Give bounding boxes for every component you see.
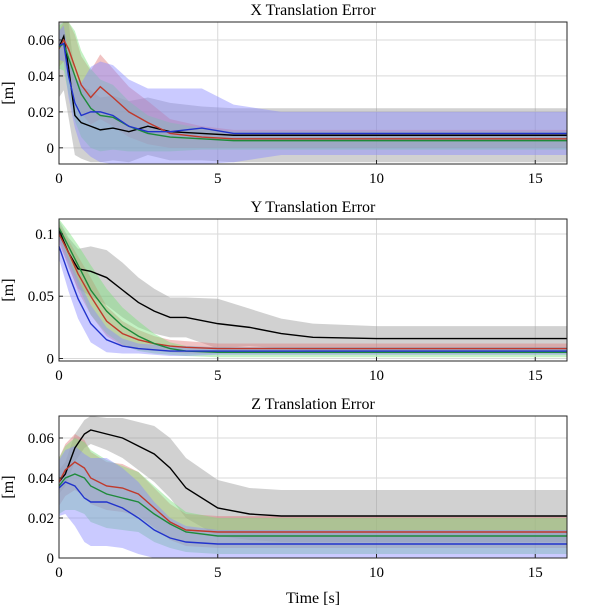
x-tick-labels: 0 5 10 15 — [55, 160, 543, 187]
y-tick-labels: 0 0.05 0.1 — [28, 227, 63, 368]
panel-title: X Translation Error — [250, 2, 376, 19]
x-tick-label: 5 — [214, 368, 222, 384]
x-tick-label: 0 — [55, 565, 63, 581]
x-tick-label: 10 — [369, 171, 384, 187]
series-lines — [58, 429, 567, 545]
x-tick-label: 10 — [369, 565, 384, 581]
x-tick-label: 15 — [528, 368, 543, 384]
x-tick-labels: 0 5 10 15 — [55, 357, 543, 384]
axes-box — [58, 218, 568, 362]
series-line — [58, 38, 567, 140]
series-error-band — [59, 438, 567, 554]
panel-background — [59, 416, 567, 558]
axes-box — [58, 415, 568, 559]
y-tick-label: 0 — [47, 352, 55, 368]
series-lines — [58, 33, 567, 142]
x-tick-label: 5 — [214, 565, 222, 581]
series-error-band — [59, 22, 567, 163]
y-tick-label: 0.04 — [28, 471, 55, 487]
series-line — [58, 227, 567, 353]
panel-x-translation-error: 0 0.02 0.04 0.06 0 5 10 15 X Translation Error… — [0, 2, 568, 187]
y-axis-label: [m] — [0, 475, 17, 498]
series-line — [58, 481, 567, 545]
x-tick-label: 10 — [369, 368, 384, 384]
series-error-band — [59, 434, 567, 548]
series-line — [58, 42, 567, 135]
y-tick-label: 0.04 — [28, 69, 55, 85]
x-tick-label: 0 — [55, 171, 63, 187]
x-tick-label: 0 — [55, 368, 63, 384]
panel-z-translation-error: 0 0.02 0.04 0.06 0 5 10 15 Z Translation Error… — [0, 396, 568, 607]
error-bands — [59, 219, 567, 358]
grid — [59, 219, 567, 361]
axes-box — [58, 21, 568, 165]
series-error-band — [59, 220, 567, 352]
y-tick-label: 0.05 — [28, 289, 54, 305]
panel-title: Z Translation Error — [251, 396, 375, 413]
y-tick-label: 0 — [47, 551, 55, 567]
series-line — [58, 229, 567, 340]
series-line — [58, 246, 567, 352]
panel-title: Y Translation Error — [251, 199, 376, 216]
y-axis-label: [m] — [0, 81, 17, 104]
series-line — [58, 461, 567, 533]
y-tick-label: 0.1 — [35, 227, 54, 243]
x-axis-label: Time [s] — [286, 590, 340, 607]
series-line — [58, 473, 567, 537]
y-tick-label: 0.02 — [28, 511, 54, 527]
series-line — [58, 233, 567, 350]
series-error-band — [59, 233, 567, 357]
y-tick-label: 0.02 — [28, 105, 54, 121]
series-line — [58, 429, 567, 517]
y-axis-label: [m] — [0, 278, 17, 301]
series-error-band — [59, 416, 567, 542]
series-lines — [58, 227, 567, 353]
x-tick-labels: 0 5 10 15 — [55, 554, 543, 581]
y-tick-label: 0 — [47, 141, 55, 157]
y-tick-labels: 0 0.02 0.04 0.06 — [28, 431, 63, 567]
x-tick-label: 15 — [528, 565, 543, 581]
y-tick-labels: 0 0.02 0.04 0.06 — [28, 33, 63, 157]
y-tick-label: 0.06 — [28, 431, 55, 447]
x-tick-label: 15 — [528, 171, 543, 187]
y-tick-label: 0.06 — [28, 33, 55, 49]
grid — [59, 22, 567, 164]
panel-y-translation-error: 0 0.05 0.1 0 5 10 15 Y Translation Error [m] — [0, 199, 568, 384]
x-tick-label: 5 — [214, 171, 222, 187]
series-line — [58, 33, 567, 136]
